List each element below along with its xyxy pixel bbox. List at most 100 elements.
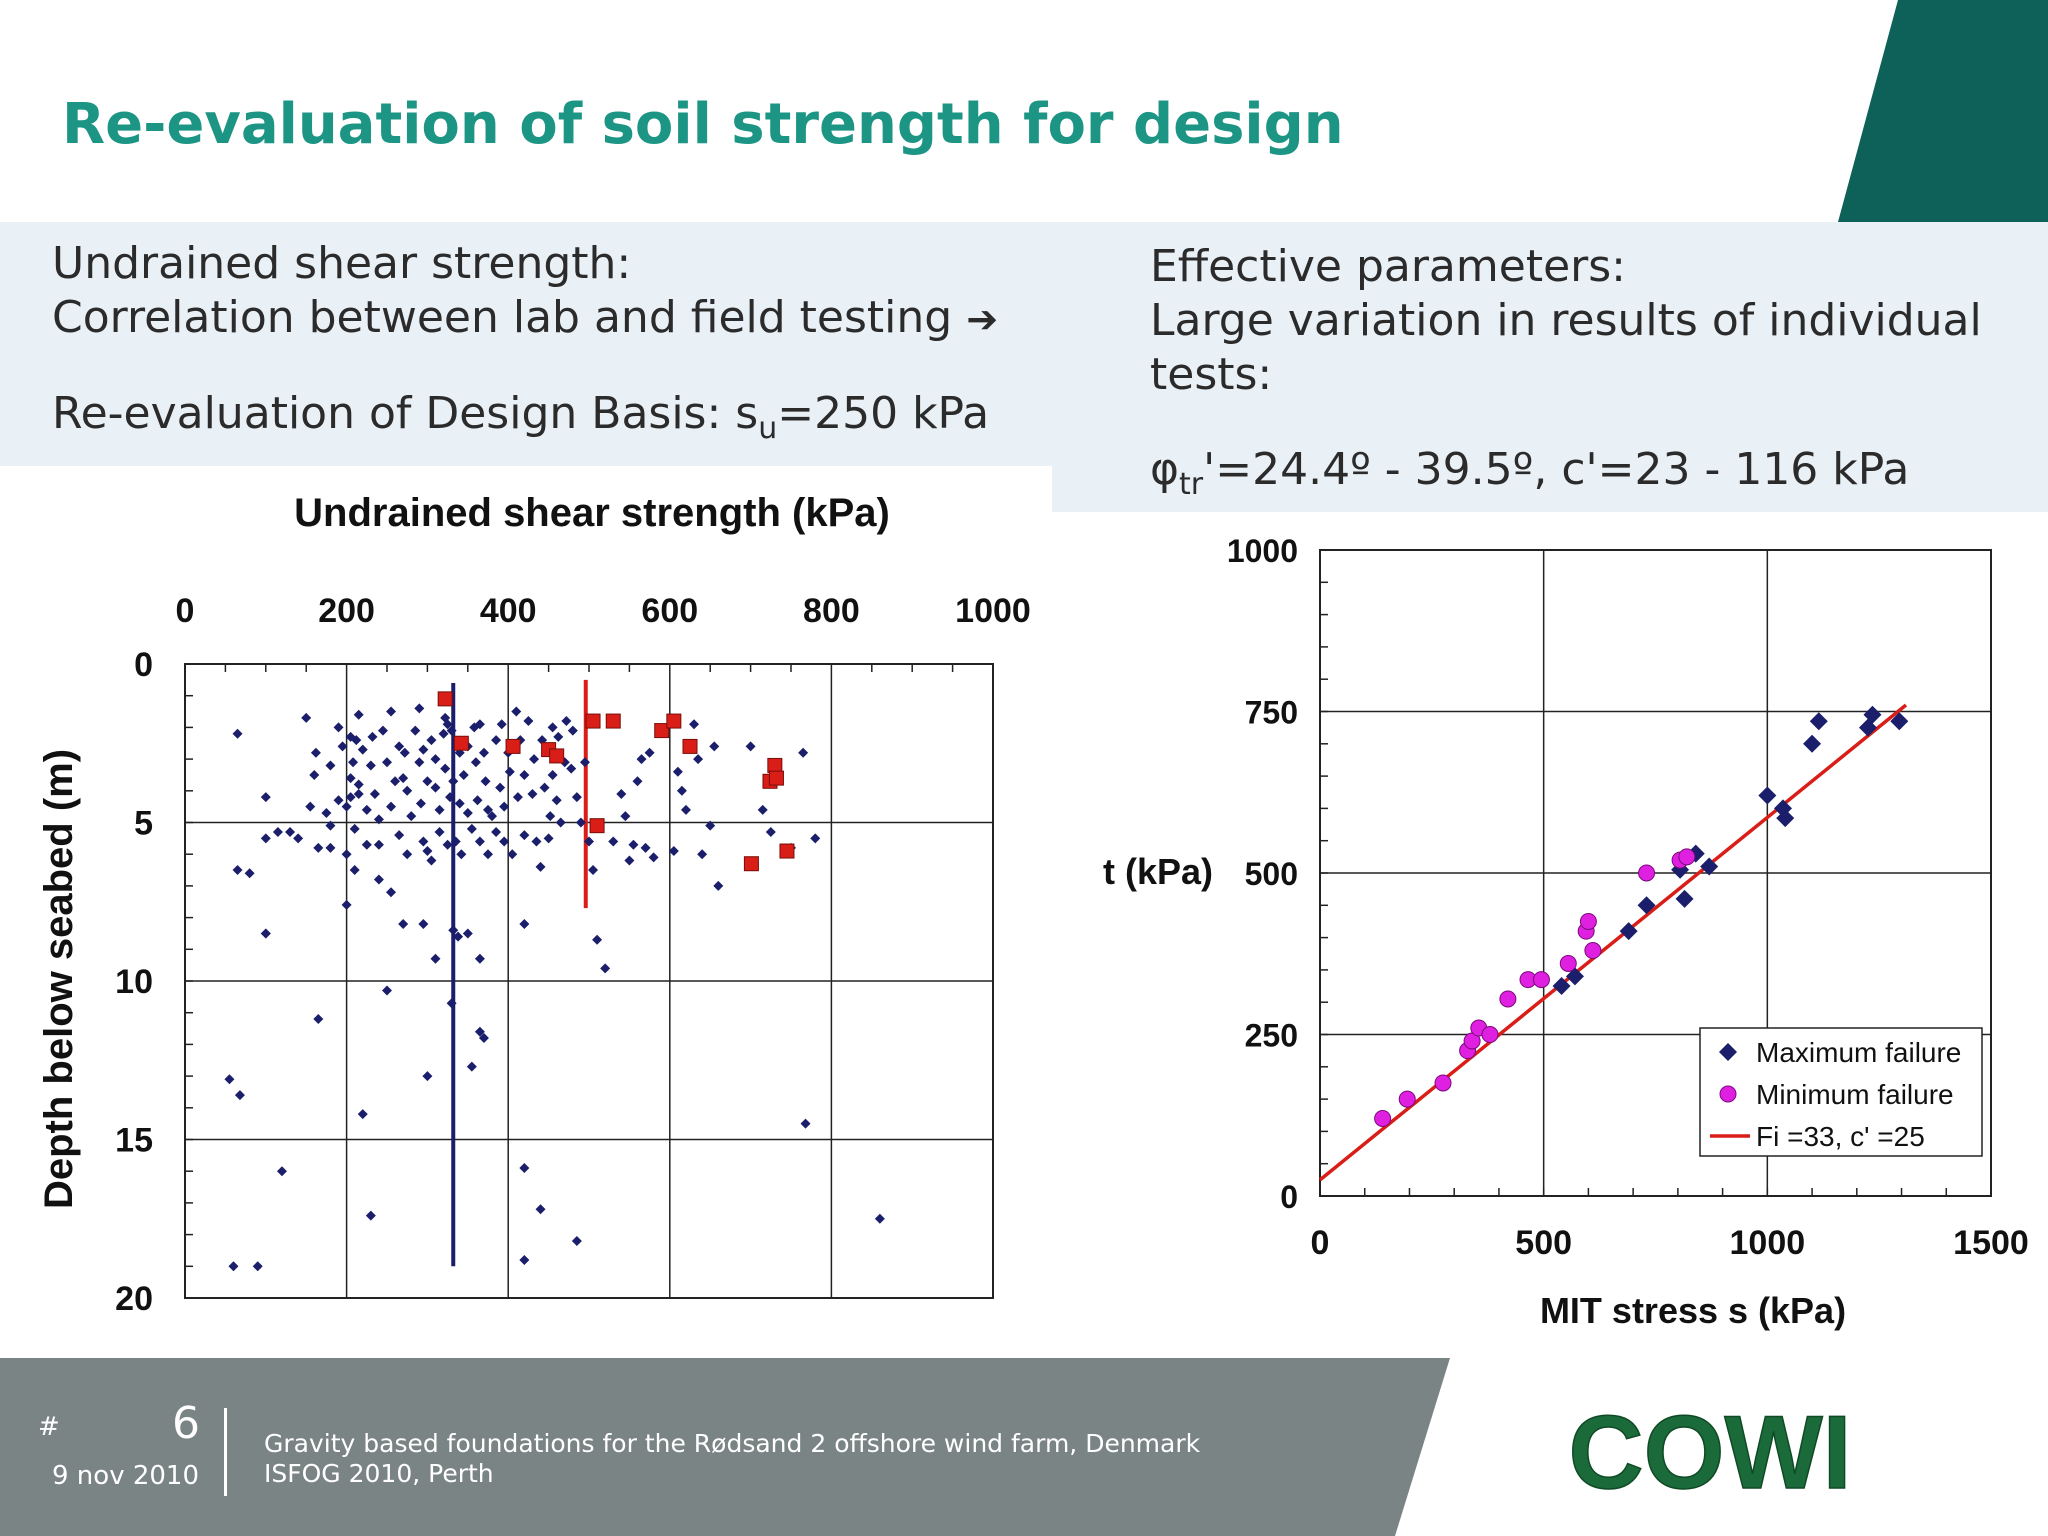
chart2-y-tick-label: 0 [1280,1179,1298,1215]
phi-sub: tr [1179,466,1204,502]
chart1-field-test-point [644,747,655,758]
chart1-field-test-point [499,836,510,847]
chart1-field-test-point [365,760,376,771]
phi-symbol: φ [1150,444,1180,495]
chart1-field-test-point [386,706,397,717]
chart1-field-test-point [519,1163,530,1174]
chart1-field-test-point [531,836,542,847]
chart1-field-test-point [234,1090,245,1101]
chart2-max-failure-point [1890,712,1909,731]
chart1-field-test-point [337,741,348,752]
chart1-field-test-point [345,773,356,784]
chart1-field-test-point [414,703,425,714]
footer-hash: # [38,1412,60,1442]
chart1-lab-test-point [682,738,698,754]
chart1-field-test-point [765,827,776,838]
chart1-field-test-point [422,1071,433,1082]
chart1-field-test-point [373,814,384,825]
chart1-field-test-point [434,827,445,838]
chart1-field-test-point [648,852,659,863]
chart1-field-test-point [519,1254,530,1265]
chart1-field-test-point [453,931,464,942]
chart1-field-test-point [232,728,243,739]
cowi-logo: COWI [1568,1395,1851,1511]
chart1-field-test-point [588,865,599,876]
chart1-field-test-point [232,865,243,876]
chart1-field-test-point [535,1204,546,1215]
chart1-field-test-point [224,1074,235,1085]
chart2-max-failure-point [1637,896,1656,915]
chart1-field-test-point [430,754,441,765]
chart2-xlabel: MIT stress s (kPa) [1540,1290,1846,1331]
chart1-lab-test-point [549,748,565,764]
phi-range-line: φtr'=24.4º - 39.5º, c'=23 - 116 kPa [1150,442,1909,512]
chart2-min-failure-point [1559,954,1577,972]
chart1-field-test-point [394,741,405,752]
chart1-x-tick-label: 200 [318,592,375,630]
chart1-field-test-point [800,1118,811,1129]
chart1-field-test-point [874,1213,885,1224]
chart1-x-tick-label: 1000 [955,592,1031,630]
chart2-max-failure-point [1803,734,1822,753]
chart2-legend-min-marker [1719,1085,1737,1103]
chart1-field-test-point [640,842,651,853]
chart1-field-test-point [527,788,538,799]
chart1-field-test-point [353,709,364,720]
chart1-field-test-point [418,918,429,929]
chart1-field-test-point [325,760,336,771]
chart1-field-test-point [545,811,556,822]
chart2-max-failure-point [1858,718,1877,737]
chart2-min-failure-point [1584,942,1602,960]
chart1-field-test-point [600,963,611,974]
chart1-field-test-point [402,785,413,796]
chart1-field-test-point [430,782,441,793]
chart2-min-failure-point [1638,864,1656,882]
chart1-lab-test-point [585,713,601,729]
chart1-field-test-point [624,855,635,866]
chart1-field-test-point [584,836,594,847]
chart1-field-test-point [571,1235,582,1246]
chart1-field-test-point [438,728,449,739]
chart1-field-test-point [454,798,465,809]
chart1-field-test-point [491,827,502,838]
chart1-field-test-point [676,785,687,796]
chart1-lab-test-point [605,713,621,729]
chart1-field-test-point [398,918,409,929]
chart1-field-test-point [252,1261,263,1272]
chart2-legend-label: Minimum failure [1756,1079,1954,1110]
chart2-x-tick-label: 500 [1515,1224,1572,1262]
chart1-field-test-point [369,788,380,799]
chart1-field-test-point [553,731,564,742]
chart2-x-tick-label: 0 [1311,1224,1330,1262]
chart1-field-test-point [680,804,691,815]
chart1-field-test-point [260,792,271,803]
chart2-max-failure-point [1773,799,1792,818]
corner-decoration [1838,0,2048,222]
chart1-field-test-point [260,928,271,939]
chart1-field-test-point [504,766,515,777]
chart2-min-failure-point [1398,1090,1416,1108]
footer-page-number: 6 [172,1398,200,1449]
chart1-field-test-point [474,836,485,847]
chart2-min-failure-point [1499,990,1517,1008]
chart1-field-test-point [382,757,392,768]
chart2-min-failure-point [1579,912,1597,930]
chart2-y-tick-label: 1000 [1227,533,1298,569]
chart1-field-test-point [402,849,413,860]
chart1-lab-test-point [767,757,783,773]
chart2-max-failure-point [1619,922,1638,941]
footer-divider [224,1408,227,1496]
chart2-max-failure-point [1809,712,1828,731]
chart1-field-test-point [458,769,469,780]
chart1-field-test-point [244,868,255,879]
chart1-field-test-point [668,846,679,857]
chart1-field-test-point [430,953,441,964]
chart1-field-test-point [382,985,392,996]
chart1-x-tick-label: 0 [176,592,195,630]
chart1-field-test-point [470,757,481,768]
chart1-field-test-point [628,839,639,850]
chart2-max-failure-point [1552,977,1571,996]
chart1-field-test-point [341,899,352,910]
design-basis-suffix: =250 kPa [777,388,990,439]
chart1-field-test-point [361,804,372,815]
